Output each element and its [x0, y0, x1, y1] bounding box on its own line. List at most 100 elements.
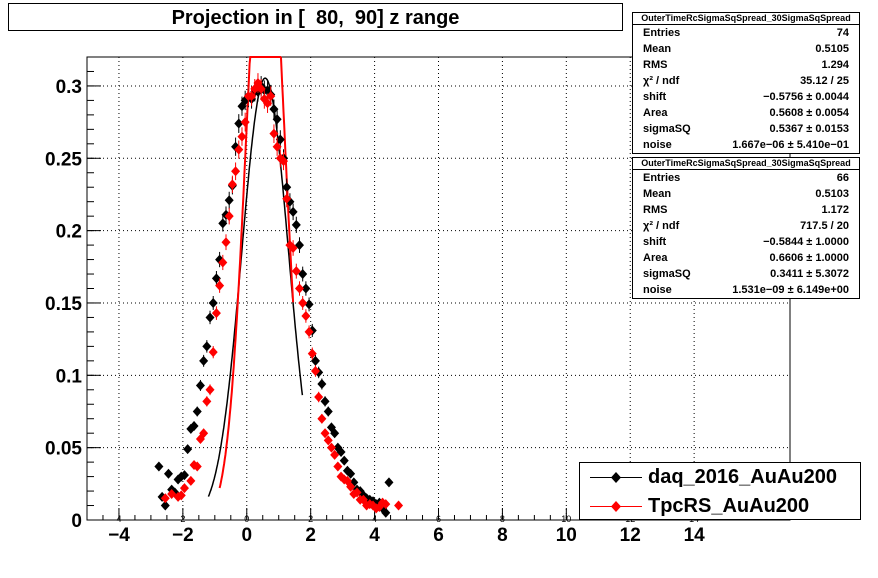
fit-curves: [207, 56, 304, 497]
data-point-tpcrs: [352, 487, 362, 498]
data-point-daq: [234, 118, 244, 129]
data-point-daq: [384, 477, 394, 488]
stats-value: 0.5105: [815, 43, 849, 55]
stats-label: RMS: [643, 204, 668, 216]
stats-label: Entries: [643, 172, 681, 184]
stats-row-area: Area 0.6606 ± 1.0000: [633, 250, 859, 266]
data-point-daq: [339, 455, 349, 466]
data-point-tpcrs: [237, 131, 247, 142]
data-point-tpcrs: [247, 91, 257, 102]
data-point-tpcrs: [320, 428, 330, 439]
stats-title: OuterTimeRcSigmaSqSpread_30SigmaSqSpread: [633, 13, 859, 25]
data-point-tpcrs: [272, 141, 282, 152]
stats-value: 74: [836, 27, 849, 39]
data-point-tpcrs: [215, 280, 225, 291]
data-point-tpcrs: [282, 193, 292, 204]
data-point-tpcrs: [323, 435, 333, 446]
x-tick-label: −4: [108, 525, 130, 546]
stats-row-noise: noise 1.531e−09 ± 6.149e+00: [633, 282, 859, 298]
y-tick-label: 0.2: [56, 222, 82, 243]
data-point-daq: [282, 182, 292, 193]
stats-value: 66: [836, 172, 849, 184]
data-point-tpcrs: [279, 156, 289, 167]
data-point-tpcrs: [304, 326, 314, 337]
data-point-tpcrs: [394, 500, 404, 511]
stats-value: −0.5844 ± 1.0000: [763, 236, 849, 248]
data-point-tpcrs: [186, 475, 196, 486]
stats-row-noise: noise 1.667e−06 ± 5.410e−01: [633, 137, 859, 153]
stats-row-entries: Entries 74: [633, 25, 859, 41]
data-point-daq: [224, 195, 234, 206]
data-point-tpcrs: [218, 257, 228, 268]
stats-label: χ² / ndf: [643, 75, 680, 87]
stats-label: noise: [643, 284, 672, 296]
data-point-tpcrs: [160, 493, 170, 504]
stats-row-shift: shift −0.5756 ± 0.0044: [633, 89, 859, 105]
legend-marker-tpcrs: [590, 501, 642, 512]
stats-label: sigmaSQ: [643, 268, 691, 280]
chart-title: Projection in [ 80, 90] z range: [8, 3, 623, 31]
stats-value: 1.294: [821, 59, 849, 71]
data-point-tpcrs: [317, 413, 327, 424]
stats-value: 0.3411 ± 5.3072: [770, 268, 849, 280]
stats-row-mean: Mean 0.5103: [633, 186, 859, 202]
data-point-tpcrs: [333, 461, 343, 472]
fit-curve: [207, 77, 304, 497]
stats-row-area: Area 0.5608 ± 0.0054: [633, 105, 859, 121]
data-point-daq: [160, 500, 170, 511]
data-point-daq: [291, 219, 301, 230]
legend-marker-daq: [590, 472, 642, 483]
data-point-tpcrs: [263, 98, 273, 109]
x-tick-label: 12: [620, 525, 641, 546]
stats-label: χ² / ndf: [643, 220, 680, 232]
data-point-daq: [304, 299, 314, 310]
legend-item-tpcrs: TpcRS_AuAu200: [580, 492, 860, 521]
x-tick-label: 2: [305, 525, 316, 546]
stats-row-shift: shift −0.5844 ± 1.0000: [633, 234, 859, 250]
data-point-daq: [323, 406, 333, 417]
data-point-daq: [208, 297, 218, 308]
data-point-tpcrs: [240, 117, 250, 128]
stats-label: Mean: [643, 43, 672, 55]
data-point-daq: [301, 283, 311, 294]
stats-row-chi2: χ² / ndf 717.5 / 20: [633, 218, 859, 234]
stats-value: 35.12 / 25: [800, 75, 849, 87]
stats-label: shift: [643, 236, 667, 248]
x-tick-label: 10: [556, 525, 577, 546]
stats-label: shift: [643, 91, 667, 103]
x-tick-label: 4: [369, 525, 380, 546]
stats-label: noise: [643, 139, 672, 151]
data-point-tpcrs: [256, 83, 266, 94]
stats-box-daq: OuterTimeRcSigmaSqSpread_30SigmaSqSpread…: [632, 12, 860, 154]
stats-value: 1.172: [821, 204, 849, 216]
data-point-tpcrs: [314, 392, 324, 403]
data-point-daq: [202, 341, 212, 352]
data-point-tpcrs: [192, 461, 202, 472]
x-tick-label: 8: [497, 525, 508, 546]
legend-label-daq: daq_2016_AuAu200: [648, 466, 837, 488]
stats-label: Area: [643, 107, 668, 119]
data-point-tpcrs: [176, 490, 186, 501]
data-point-daq: [192, 406, 202, 417]
data-point-tpcrs: [269, 128, 279, 139]
data-point-tpcrs: [208, 347, 218, 358]
data-point-tpcrs: [326, 442, 336, 453]
stats-value: −0.5756 ± 0.0044: [763, 91, 849, 103]
data-point-daq: [310, 355, 320, 366]
y-tick-label: 0.3: [56, 77, 82, 98]
data-points: [154, 73, 404, 518]
x-tick-label: −2: [172, 525, 194, 546]
data-point-daq: [195, 380, 205, 391]
x-tick-label: 0: [241, 525, 252, 546]
y-tick-label: 0: [71, 511, 82, 532]
data-point-tpcrs: [211, 308, 221, 319]
data-point-daq: [163, 468, 173, 479]
data-point-daq: [218, 218, 228, 229]
data-point-daq: [346, 468, 356, 479]
data-point-daq: [211, 273, 221, 284]
stats-row-rms: RMS 1.172: [633, 202, 859, 218]
data-point-tpcrs: [221, 237, 231, 248]
data-point-daq: [183, 444, 193, 455]
data-point-daq: [205, 312, 215, 323]
data-point-tpcrs: [307, 348, 317, 359]
